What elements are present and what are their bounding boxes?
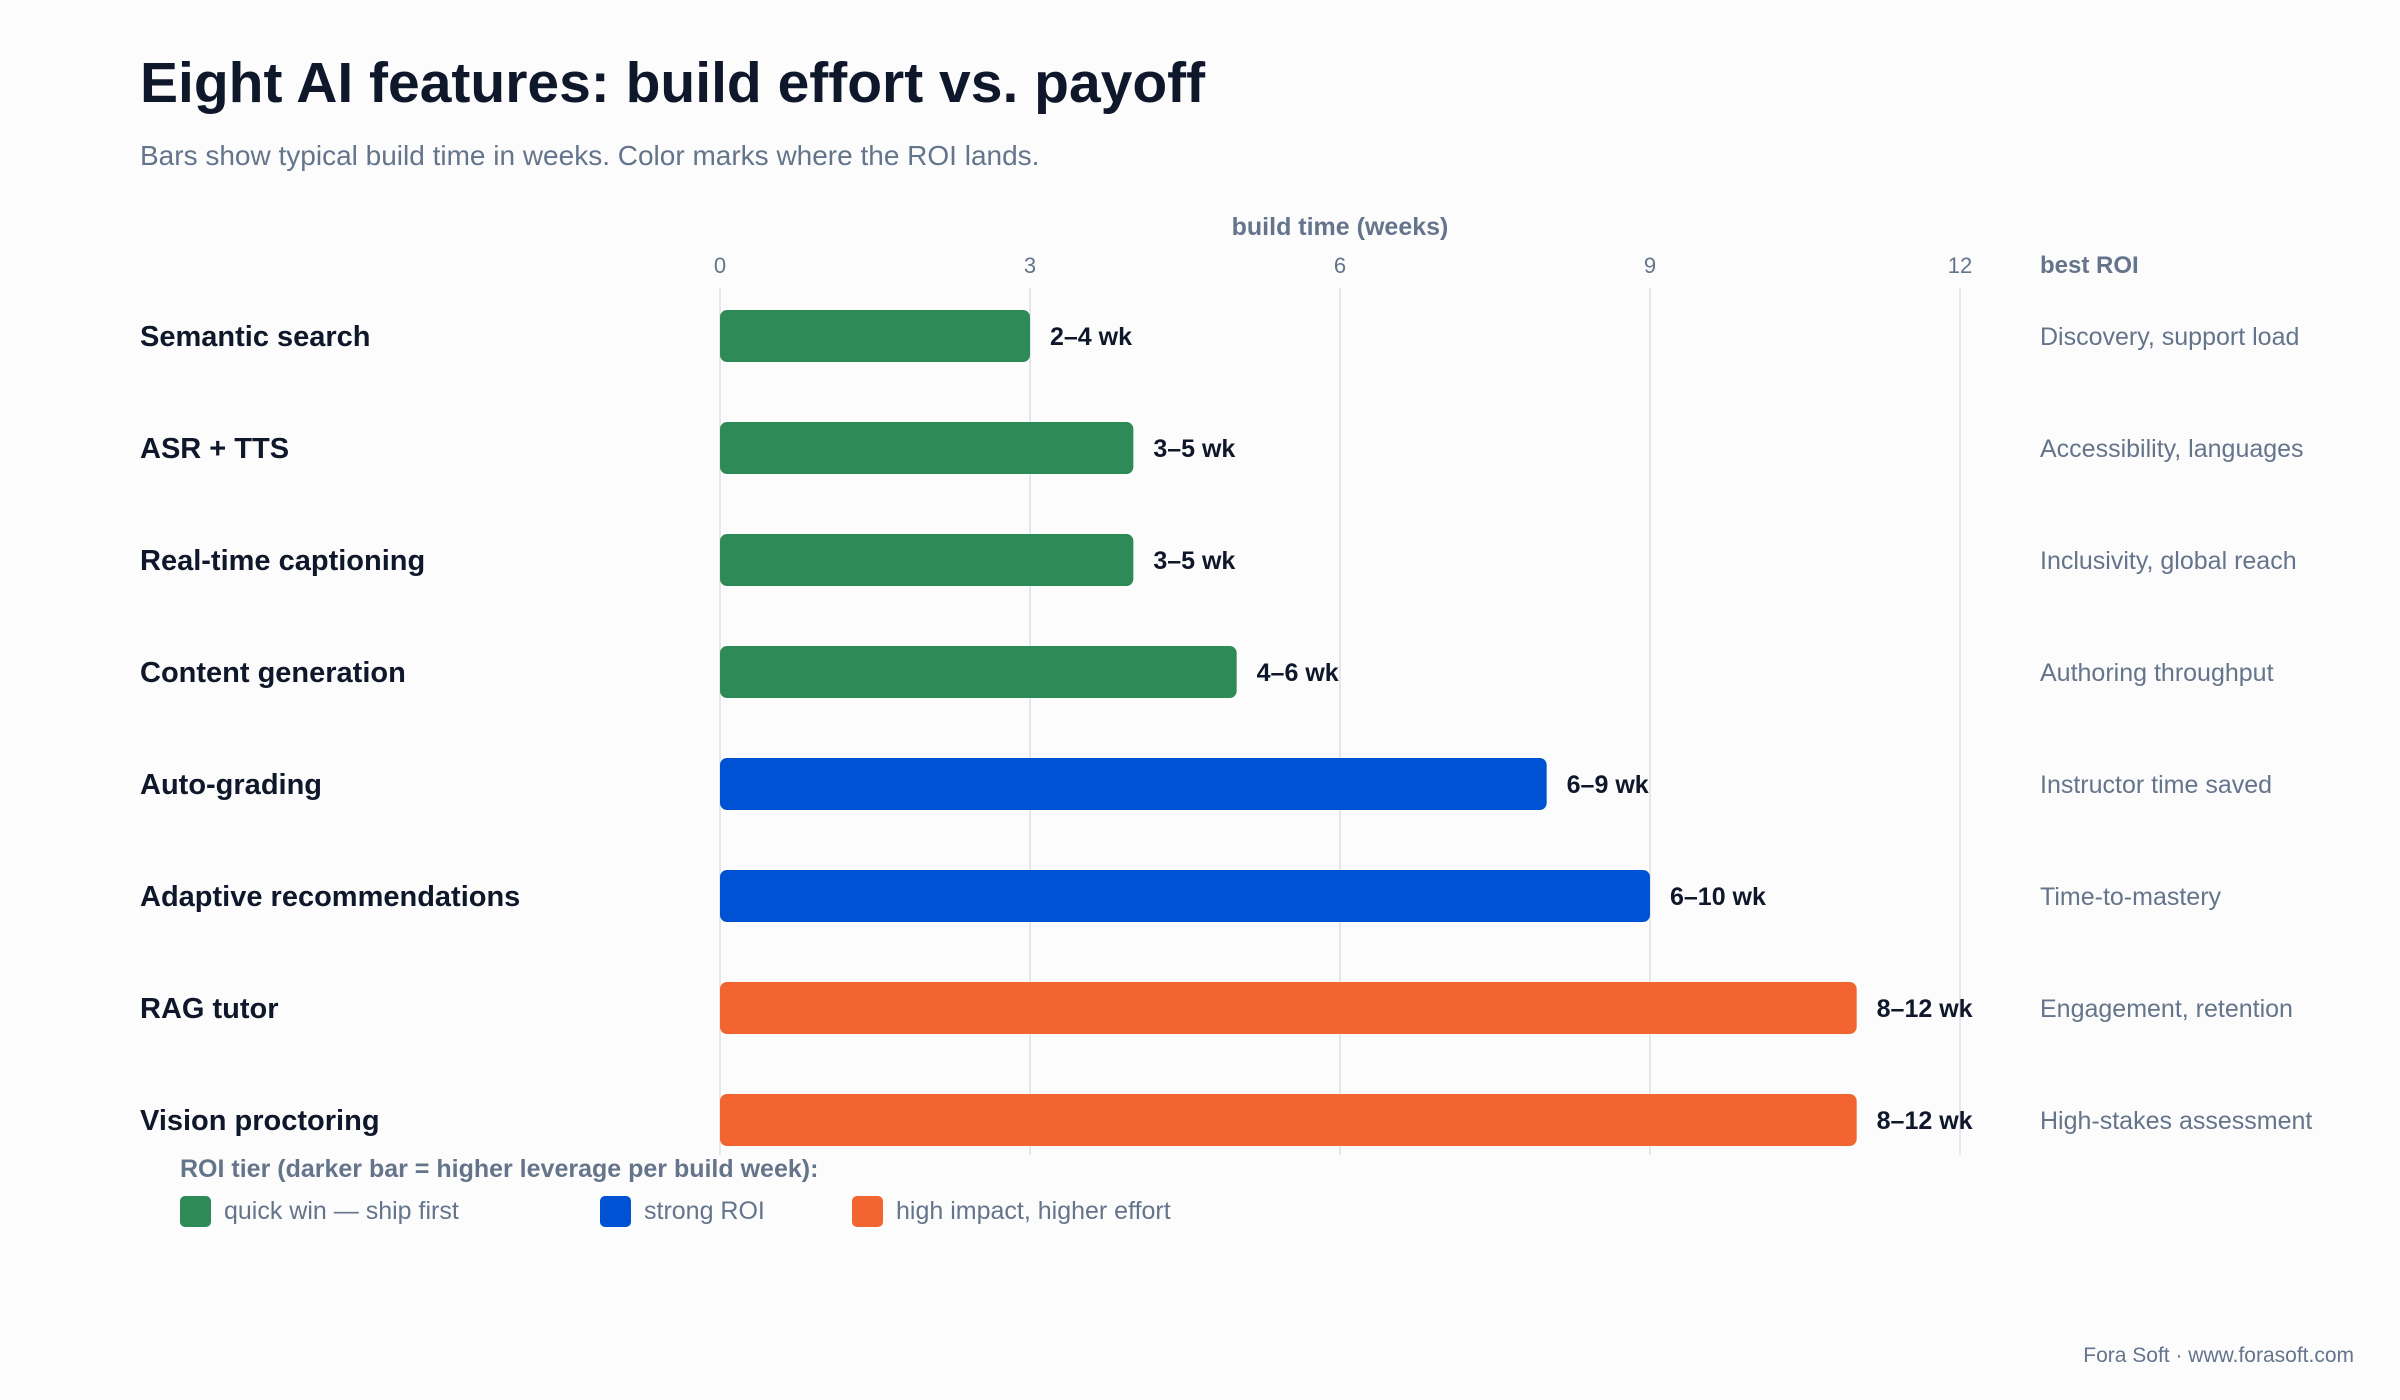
x-tick-label: 12 (1948, 253, 1972, 278)
x-axis-label: build time (weeks) (1232, 213, 1449, 241)
bar-value-label: 8–12 wk (1877, 1107, 1973, 1135)
x-tick-label: 9 (1644, 253, 1656, 278)
bar (720, 310, 1030, 362)
bar (720, 534, 1134, 586)
x-tick-label: 0 (714, 253, 726, 278)
best-roi-value: Instructor time saved (2040, 771, 2272, 799)
category-label: Content generation (140, 657, 406, 689)
bar (720, 758, 1547, 810)
bar (720, 870, 1650, 922)
best-roi-value: Engagement, retention (2040, 995, 2293, 1023)
chart-title: Eight AI features: build effort vs. payo… (140, 51, 1206, 115)
legend-swatch-strong-roi (600, 1196, 631, 1227)
legend-swatch-quick-win (180, 1196, 211, 1227)
best-roi-header: best ROI (2040, 252, 2139, 279)
legend-item-high-impact: high impact, higher effort (852, 1196, 1171, 1227)
category-label: RAG tutor (140, 993, 279, 1025)
best-roi-value: Accessibility, languages (2040, 435, 2304, 463)
bar (720, 982, 1857, 1034)
legend-items: quick win — ship first strong ROI high i… (180, 1196, 1171, 1236)
bar (720, 646, 1237, 698)
category-label: Adaptive recommendations (140, 881, 520, 913)
bar-value-label: 2–4 wk (1050, 323, 1132, 351)
legend-swatch-high-impact (852, 1196, 883, 1227)
bar (720, 422, 1134, 474)
bar-value-label: 3–5 wk (1153, 547, 1235, 575)
best-roi-value: Time-to-mastery (2040, 883, 2222, 911)
bar-value-label: 6–10 wk (1670, 883, 1766, 911)
x-tick-label: 6 (1334, 253, 1346, 278)
legend: ROI tier (darker bar = higher leverage p… (180, 1155, 1171, 1236)
best-roi-value: High-stakes assessment (2040, 1107, 2312, 1135)
legend-label-high-impact: high impact, higher effort (896, 1197, 1171, 1225)
x-tick-label: 3 (1024, 253, 1036, 278)
bar-value-label: 3–5 wk (1153, 435, 1235, 463)
legend-item-quick-win: quick win — ship first (180, 1196, 459, 1227)
best-roi-value: Inclusivity, global reach (2040, 547, 2297, 575)
category-label: Semantic search (140, 321, 371, 353)
category-label: Real-time captioning (140, 545, 425, 577)
bar-value-label: 6–9 wk (1567, 771, 1649, 799)
category-label: Auto-grading (140, 769, 322, 801)
category-label: ASR + TTS (140, 433, 289, 465)
best-roi-value: Discovery, support load (2040, 323, 2299, 351)
legend-title: ROI tier (darker bar = higher leverage p… (180, 1155, 819, 1183)
best-roi-value: Authoring throughput (2040, 659, 2274, 687)
bar (720, 1094, 1857, 1146)
category-label: Vision proctoring (140, 1105, 380, 1137)
legend-label-strong-roi: strong ROI (644, 1197, 765, 1225)
chart-subtitle: Bars show typical build time in weeks. C… (140, 140, 1040, 171)
bar-value-label: 8–12 wk (1877, 995, 1973, 1023)
legend-item-strong-roi: strong ROI (600, 1196, 765, 1227)
footer-credit: Fora Soft · www.forasoft.com (2083, 1344, 2354, 1367)
bar-value-label: 4–6 wk (1257, 659, 1339, 687)
legend-label-quick-win: quick win — ship first (224, 1197, 459, 1225)
